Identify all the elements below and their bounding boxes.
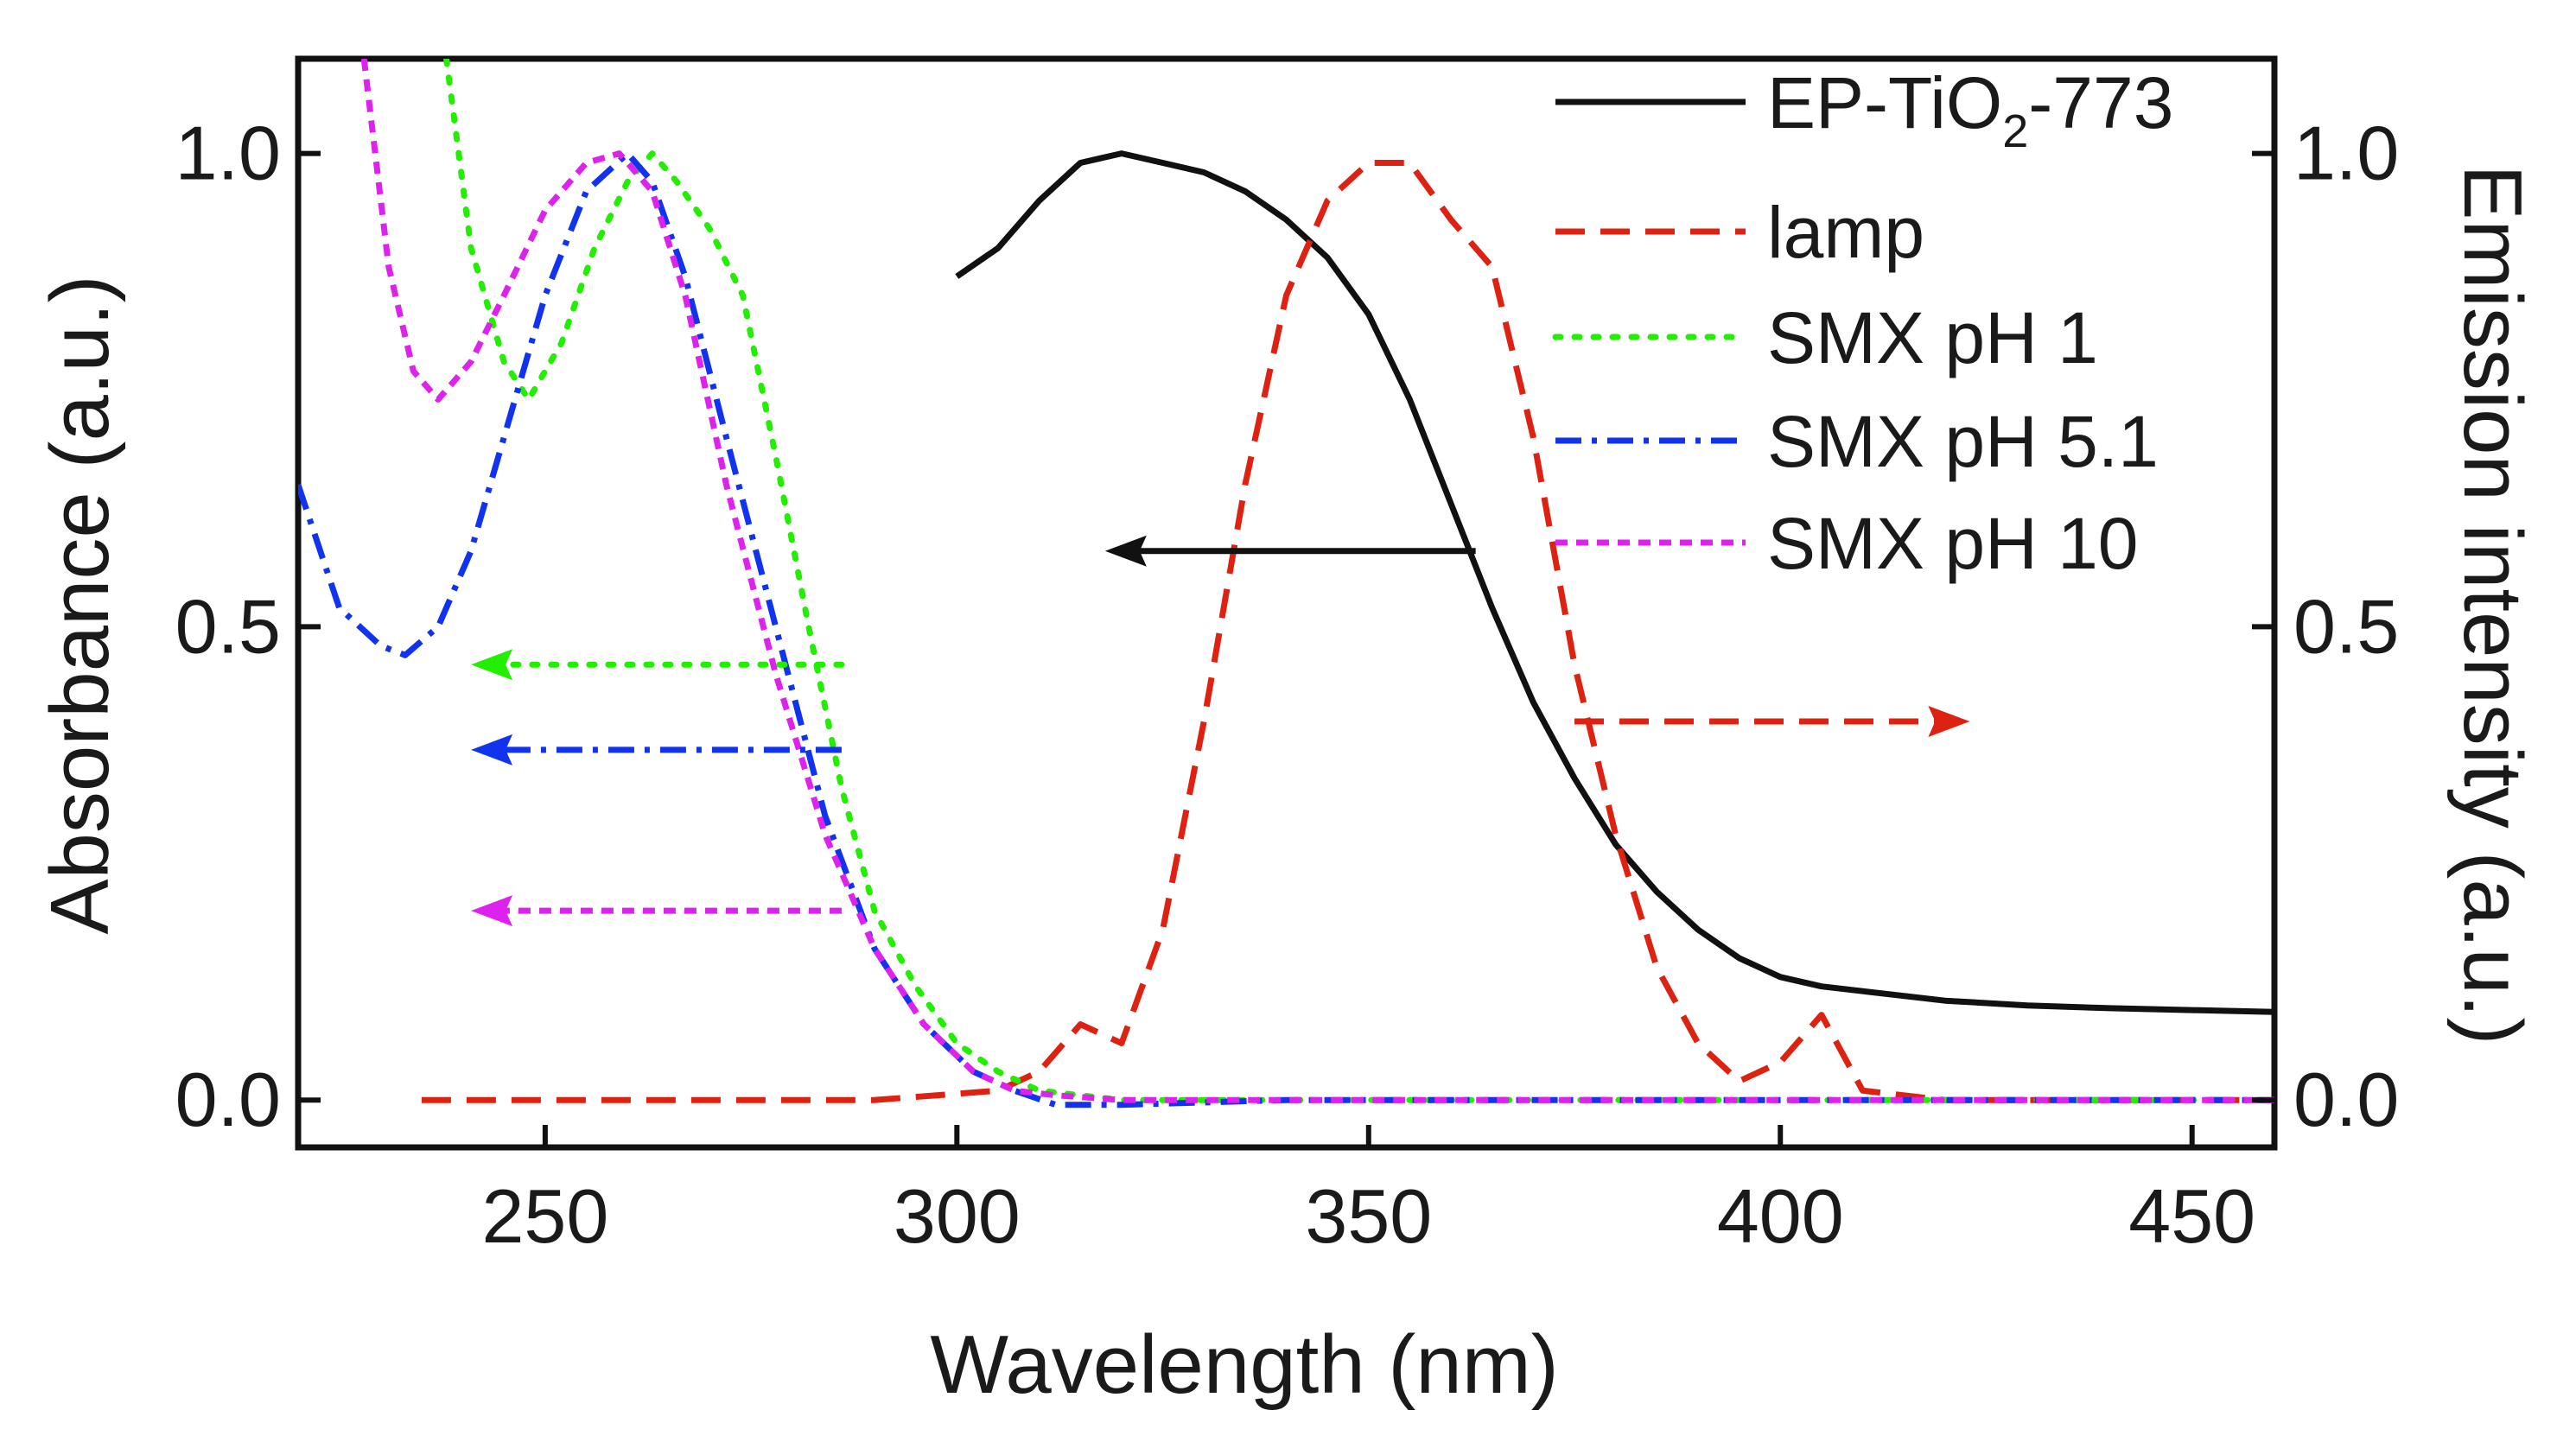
legend-label-ph51: SMX pH 5.1 [1767, 401, 2159, 482]
y-left-tick-label: 1.0 [175, 111, 281, 196]
y-right-tick-label: 1.0 [2293, 111, 2399, 196]
legend-label-ph1: SMX pH 1 [1767, 297, 2098, 378]
legend-label-ph10: SMX pH 10 [1767, 503, 2139, 584]
arrow-lamp-head [1928, 705, 1970, 737]
y-axis-right-label: Emission intensity (a.u.) [2446, 164, 2539, 1045]
arrow-ph1-head [471, 649, 513, 681]
x-tick-label: 350 [1305, 1173, 1432, 1259]
x-tick-label: 300 [894, 1173, 1021, 1259]
series-line-ph10 [360, 59, 2274, 1103]
series-line-ep [955, 150, 2274, 1015]
series-line-ph51 [298, 150, 2274, 1108]
y-axis-left-label: Absorbance (a.u.) [34, 275, 126, 934]
arrow-ph51-head [471, 734, 513, 765]
series-line-lamp [421, 160, 2274, 1103]
x-tick-label: 250 [481, 1173, 608, 1259]
y-left-tick-label: 0.0 [175, 1057, 281, 1142]
arrow-ph10 [471, 895, 842, 927]
legend-label-suffix: -773 [2028, 62, 2173, 143]
y-right-tick-label: 0.0 [2293, 1057, 2399, 1142]
y-right-tick-label: 0.5 [2293, 583, 2399, 669]
arrow-ph10-head [471, 895, 513, 927]
plot-area-frame [295, 55, 2278, 1151]
arrow-ep [1104, 535, 1476, 567]
legend-label-subscript: 2 [2002, 105, 2028, 157]
x-tick-label: 450 [2128, 1173, 2255, 1259]
y-left-tick-label: 0.5 [175, 583, 281, 669]
x-axis-label: Wavelength (nm) [930, 1318, 1558, 1411]
arrow-lamp [1574, 705, 1970, 737]
arrow-ph1 [471, 649, 845, 681]
x-tick-label: 400 [1717, 1173, 1844, 1259]
legend-label-lamp: lamp [1767, 192, 1924, 273]
arrow-ph51 [471, 734, 842, 765]
legend-label-ep: EP-TiO2-773 [1767, 62, 2173, 157]
arrow-ep-head [1104, 535, 1147, 567]
legend: EP-TiO2-773 lamp SMX pH 1 SMX pH 5.1 SMX pH … [1552, 62, 2173, 584]
